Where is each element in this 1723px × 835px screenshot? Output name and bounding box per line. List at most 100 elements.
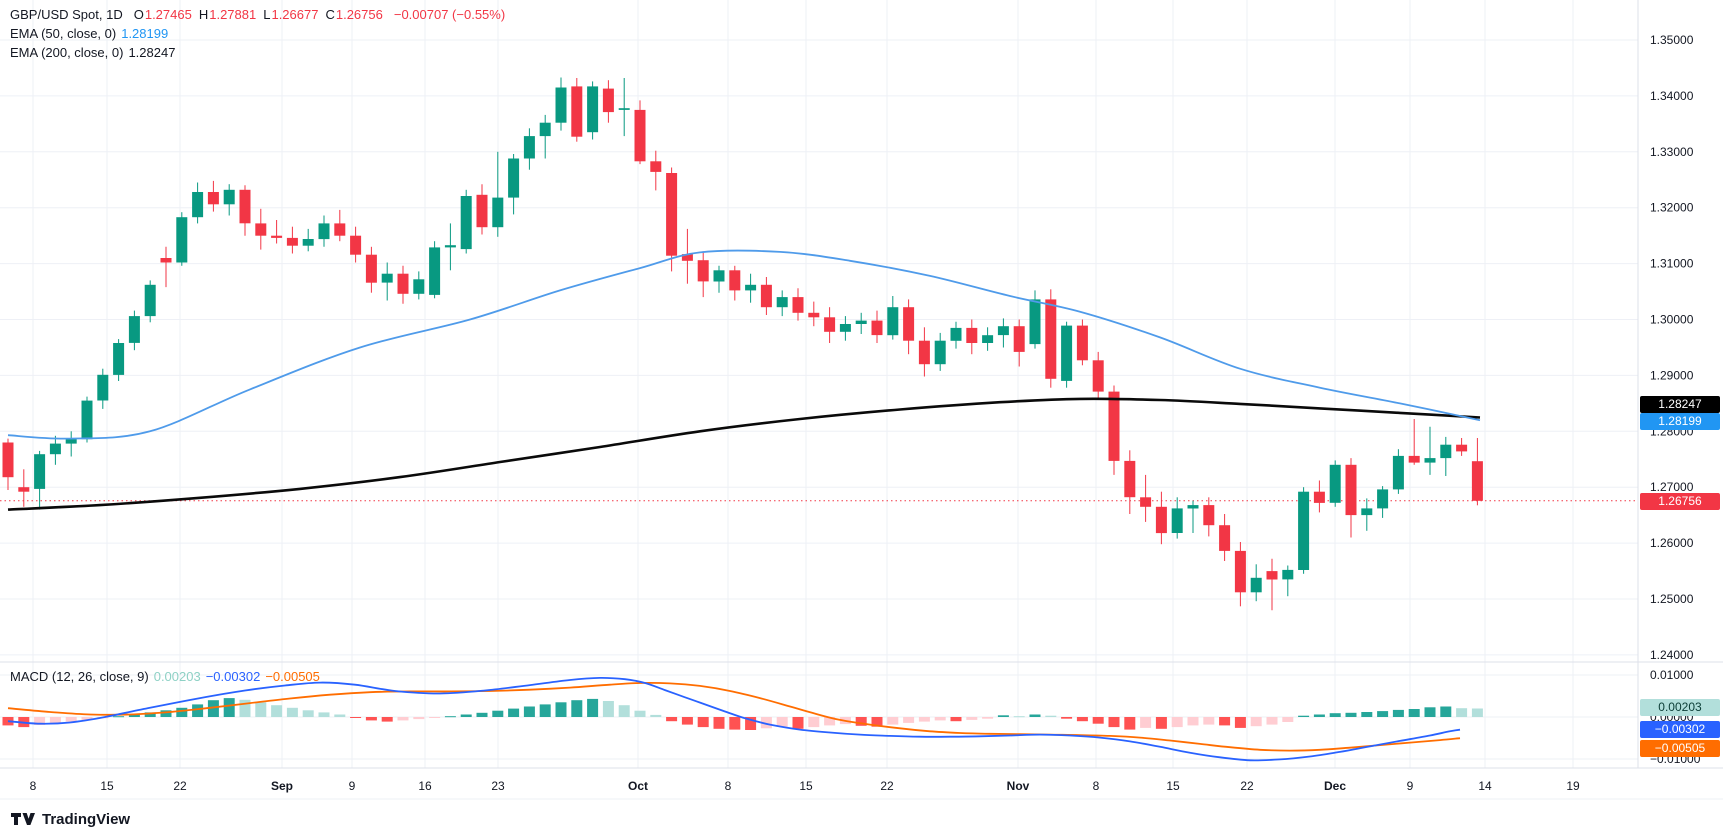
time-axis[interactable] — [0, 768, 1723, 800]
macd-histogram-bar — [144, 712, 156, 717]
tradingview-logo[interactable]: TradingView — [10, 809, 130, 829]
macd-histogram-bar — [1424, 707, 1436, 717]
candle-body — [239, 189, 251, 224]
macd-histogram-bar — [855, 717, 867, 726]
candle-body — [97, 374, 109, 401]
macd-histogram-bar — [618, 705, 630, 717]
axis-labels: 1.35000 1.34000 1.33000 1.32000 1.31000 1.300… — [30, 33, 1701, 793]
macd-histogram-bar — [65, 717, 77, 722]
ema200-price-badge: 1.28247 — [1640, 396, 1720, 413]
ema-lines — [7, 249, 1481, 511]
candle-body — [1155, 506, 1167, 534]
candle-body — [271, 235, 283, 238]
candle-body — [745, 284, 757, 291]
candle-body — [1313, 491, 1325, 503]
price-axis-label: 1.27000 — [1650, 480, 1694, 494]
ema200-legend-row[interactable]: EMA (200, close, 0) 1.28247 — [10, 44, 505, 62]
macd-histogram-bar — [49, 717, 61, 724]
macd-histogram-bar — [966, 717, 978, 720]
macd-histogram-bar — [1013, 716, 1025, 718]
candle-body — [207, 192, 219, 205]
macd-histogram-bar — [128, 714, 140, 717]
candle-body — [192, 192, 204, 218]
macd-histogram-bar — [950, 717, 962, 722]
candle-body — [760, 284, 772, 308]
candle-body — [1108, 391, 1120, 461]
macd-histogram-bar — [871, 717, 883, 727]
macd-histogram-bar — [413, 717, 425, 720]
macd-line — [7, 676, 1461, 762]
macd-histogram-bar — [1282, 717, 1294, 722]
high-value: 1.27881 — [209, 7, 257, 22]
ema200-value: 1.28247 — [128, 45, 176, 60]
macd-histogram-bar — [918, 717, 930, 722]
macd-histogram-bar — [903, 717, 915, 723]
macd-histogram-bar — [508, 708, 520, 717]
macd-histogram-bar — [776, 717, 788, 727]
candle-body — [176, 217, 188, 263]
candle-body — [1013, 326, 1025, 352]
candle-body — [1471, 461, 1483, 501]
candle-body — [1203, 505, 1215, 526]
candle-body — [966, 327, 978, 343]
macd-hist-value: 0.00203 — [153, 669, 201, 684]
macd-histogram-bar — [302, 710, 314, 717]
macd-histogram-bar — [1440, 706, 1452, 717]
macd-histogram-bar — [745, 717, 757, 730]
candle-body — [776, 297, 788, 308]
macd-histogram-bar — [697, 717, 709, 728]
candle-body — [255, 223, 267, 236]
macd-histogram-bar — [1108, 717, 1120, 728]
candle-body — [887, 307, 899, 336]
macd-histogram-bar — [1266, 717, 1278, 725]
macd-histogram-bar — [1140, 717, 1152, 728]
price-axis-label: 1.25000 — [1650, 592, 1694, 606]
candle-body — [492, 197, 504, 228]
candle-body — [1029, 299, 1041, 345]
macd-legend-row[interactable]: MACD (12, 26, close, 9) 0.00203 −0.00302… — [10, 668, 320, 686]
candle-body — [903, 307, 915, 341]
candle-body — [1092, 360, 1104, 392]
macd-histogram-bar — [460, 714, 472, 717]
ema200-line — [7, 397, 1481, 511]
price-axis-label: 1.24000 — [1650, 648, 1694, 662]
candle-body — [1219, 525, 1231, 551]
macd-histogram-bar — [587, 698, 599, 717]
ema50-legend-row[interactable]: EMA (50, close, 0) 1.28199 — [10, 25, 505, 43]
candle-body — [1124, 460, 1136, 498]
candle-body — [1234, 550, 1246, 593]
macd-histogram-bar — [271, 705, 283, 717]
candle-body — [1361, 508, 1373, 516]
candle-body — [871, 320, 883, 336]
macd-histogram-bar — [666, 717, 678, 722]
high-label: H — [198, 7, 209, 22]
macd-histogram-bar — [1298, 715, 1310, 717]
macd-histogram-bar — [539, 704, 551, 717]
tradingview-logo-icon — [11, 813, 35, 825]
macd-signal-value: −0.00505 — [265, 669, 320, 684]
time-axis-label: 8 — [725, 779, 732, 793]
macd-histogram-bar — [982, 717, 994, 719]
time-axis-label: Sep — [271, 779, 293, 793]
macd-histogram-bar — [1471, 708, 1483, 717]
macd-histogram-bar — [808, 717, 820, 728]
candle-body — [808, 312, 820, 318]
macd-histogram-bar — [429, 717, 441, 718]
macd-histogram-bar — [365, 717, 377, 721]
macd-histogram-bar — [1345, 712, 1357, 717]
time-axis-label: Nov — [1007, 779, 1030, 793]
price-axis[interactable] — [1639, 0, 1723, 768]
candle-body — [460, 196, 472, 250]
macd-histogram-bar — [602, 701, 614, 717]
macd-histogram-bar — [160, 710, 172, 717]
candle-body — [334, 223, 346, 236]
macd-histogram-badge: 0.00203 — [1640, 699, 1720, 716]
macd-pane — [2, 676, 1483, 762]
candle-body — [697, 260, 709, 282]
candle-body — [381, 273, 393, 283]
macd-histogram-bar — [113, 716, 125, 718]
symbol-legend-row[interactable]: GBP/USD Spot, 1D O 1.27465 H 1.27881 L 1.26… — [10, 6, 505, 24]
macd-line-badge: −0.00302 — [1640, 721, 1720, 738]
candle-body — [855, 320, 867, 324]
